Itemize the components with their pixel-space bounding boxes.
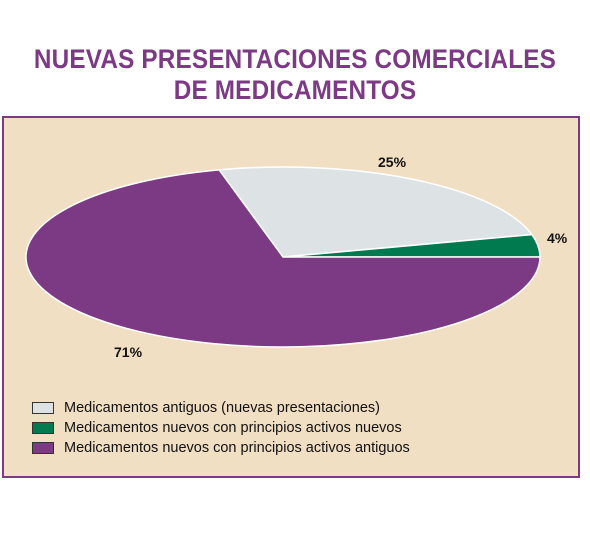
legend-label: Medicamentos antiguos (nuevas presentaci… — [64, 400, 380, 416]
slice-nuevos-activos-antiguos — [25, 169, 541, 348]
chart-panel: 25% 4% 71% Medicamentos antiguos (nuevas… — [2, 116, 580, 478]
pie-chart — [25, 166, 541, 348]
slice-antiguos — [217, 166, 534, 258]
legend: Medicamentos antiguos (nuevas presentaci… — [32, 398, 410, 458]
slice-label-nuevos-activos-antiguos: 71% — [114, 344, 143, 360]
legend-label: Medicamentos nuevos con principios activ… — [64, 440, 410, 456]
slice-label-nuevos-activos-nuevos: 4% — [547, 230, 568, 246]
chart-title: NUEVAS PRESENTACIONES COMERCIALES DE MED… — [30, 44, 561, 106]
legend-item: Medicamentos nuevos con principios activ… — [32, 438, 410, 458]
slice-label-antiguos: 25% — [378, 154, 407, 170]
chart-title-line-2: DE MEDICAMENTOS — [173, 75, 417, 105]
legend-swatch — [32, 442, 54, 454]
legend-label: Medicamentos nuevos con principios activ… — [64, 420, 402, 436]
chart-title-line-1: NUEVAS PRESENTACIONES COMERCIALES — [33, 44, 557, 74]
legend-item: Medicamentos nuevos con principios activ… — [32, 418, 410, 438]
legend-swatch — [32, 422, 54, 434]
legend-swatch — [32, 402, 54, 414]
legend-item: Medicamentos antiguos (nuevas presentaci… — [32, 398, 410, 418]
